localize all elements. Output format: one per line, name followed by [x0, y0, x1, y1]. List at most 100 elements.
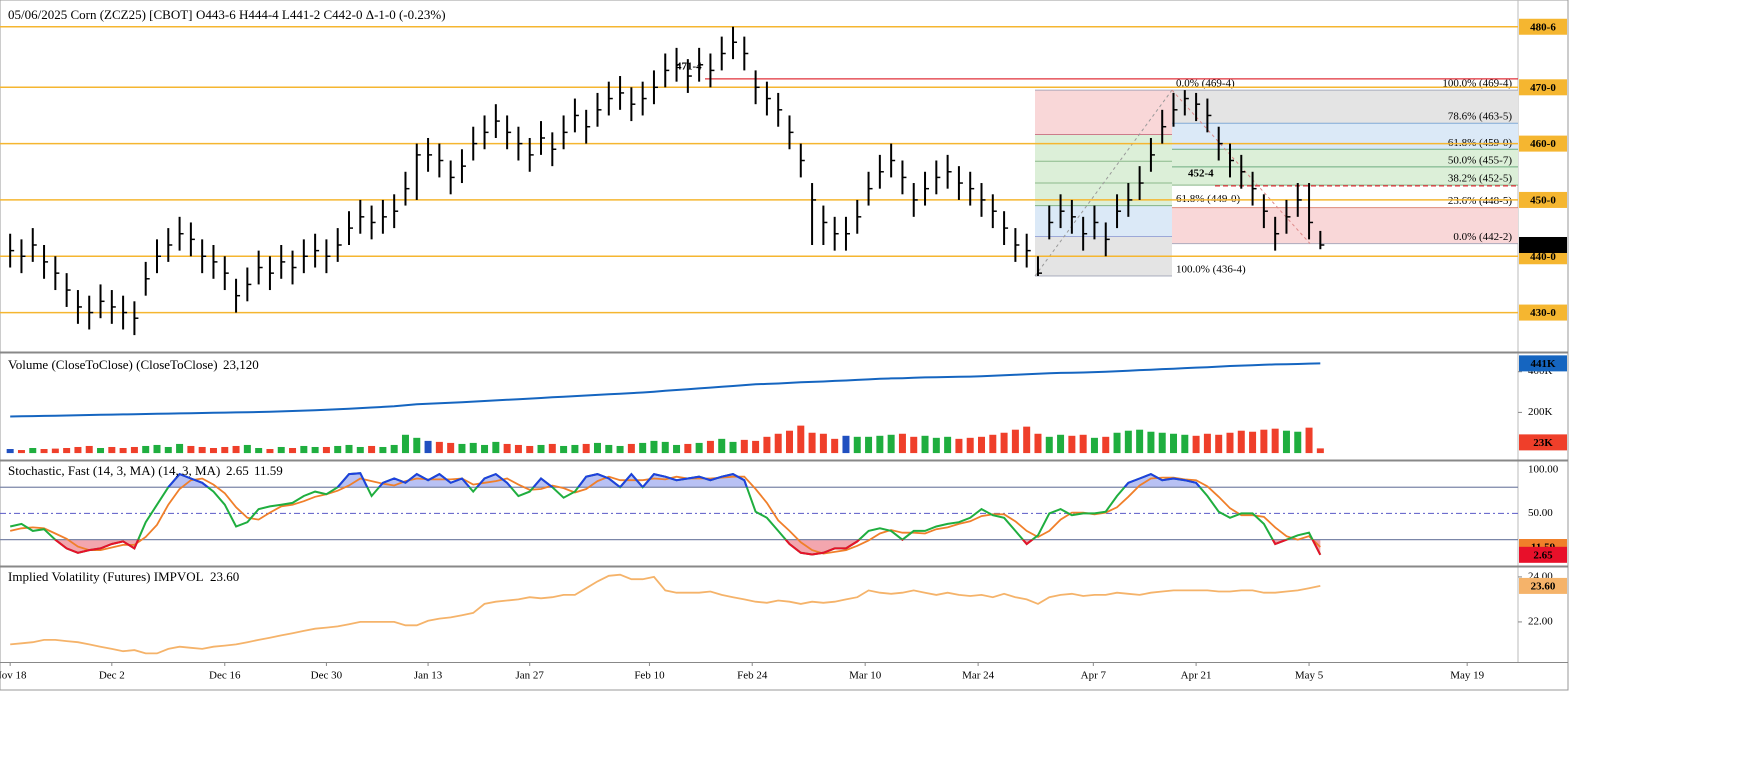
- volume-bar: [537, 444, 545, 454]
- volume-bar: [1147, 431, 1155, 454]
- volume-bar: [85, 445, 93, 454]
- x-tick-label: Apr 21: [1181, 670, 1212, 682]
- volume-bar: [695, 442, 703, 454]
- fib-band: [1172, 149, 1518, 167]
- y-tick-label-bg: [1519, 135, 1567, 152]
- volume-bar: [458, 443, 466, 454]
- volume-bar: [1215, 434, 1223, 454]
- volume-bar: [379, 446, 387, 454]
- x-tick-label: Jan 27: [516, 670, 545, 682]
- volume-bar: [684, 443, 692, 454]
- volume-bar: [1068, 435, 1076, 454]
- x-tick-label: Feb 24: [737, 670, 768, 682]
- volume-bar: [898, 433, 906, 454]
- x-tick-label: Jan 13: [414, 670, 443, 682]
- volume-bar: [356, 446, 364, 454]
- volume-bar: [819, 433, 827, 454]
- volume-bar: [944, 436, 952, 454]
- volume-bar: [1124, 430, 1132, 454]
- volume-bar: [255, 447, 263, 454]
- volume-bar: [1294, 431, 1302, 454]
- volume-bar: [6, 449, 14, 454]
- volume-bar: [616, 445, 624, 454]
- volume-bar: [435, 441, 443, 454]
- volume-bar: [560, 445, 568, 454]
- x-tick-label: Mar 24: [962, 670, 995, 682]
- volume-bar: [492, 441, 500, 454]
- volume-bar: [119, 447, 127, 454]
- volume-bar: [955, 438, 963, 454]
- volume-bar: [921, 435, 929, 454]
- volume-bar: [1316, 448, 1324, 454]
- open-interest-line: [10, 362, 1321, 418]
- volume-bar: [785, 430, 793, 454]
- volume-bar: [887, 434, 895, 454]
- panel-title: Implied Volatility (Futures) IMPVOL: [8, 569, 204, 584]
- volume-bar: [1136, 429, 1144, 454]
- fib-band: [1172, 166, 1518, 186]
- x-tick-label: Mar 10: [849, 670, 882, 682]
- x-tick-label: Dec 30: [311, 670, 343, 682]
- volume-bar: [29, 447, 37, 454]
- volume-bar: [277, 446, 285, 454]
- y-tick-label: 440-0: [1530, 251, 1556, 263]
- fib-swing: [1034, 89, 1173, 277]
- volume-bar: [1023, 426, 1031, 454]
- volume-bar: [289, 447, 297, 454]
- volume-bar: [40, 449, 48, 454]
- volume-bar: [1034, 433, 1042, 454]
- y-tick-label: 200K: [1528, 406, 1553, 418]
- volume-bar: [989, 434, 997, 454]
- fib-label: 0.0% (442-2): [1453, 231, 1512, 243]
- fib-label: 78.6% (463-5): [1448, 111, 1512, 123]
- k-tag-bg: [1519, 546, 1567, 563]
- volume-bar: [142, 445, 150, 454]
- fib-band: [1172, 90, 1518, 124]
- volume-bar: [729, 441, 737, 454]
- volume-bar: [51, 448, 59, 454]
- panel-value: 23.60: [210, 569, 239, 584]
- oi-tag-bg: [1519, 355, 1567, 372]
- volume-bar: [639, 442, 647, 454]
- volume-bar: [650, 440, 658, 454]
- volume-bar: [232, 445, 240, 454]
- volume-bar: [605, 444, 613, 454]
- volume-bar: [1249, 431, 1257, 454]
- annotation-label: 452-4: [1188, 167, 1214, 179]
- volume-bar: [424, 440, 432, 454]
- volume-bar: [447, 442, 455, 454]
- volume-bar: [390, 444, 398, 454]
- x-tick-label: Apr 7: [1081, 670, 1107, 682]
- volume-bar: [164, 446, 172, 454]
- volume-bar: [1079, 434, 1087, 454]
- volume-bar: [503, 443, 511, 454]
- volume-bar: [1170, 433, 1178, 454]
- y-tick-label: 50.00: [1528, 507, 1553, 519]
- k-tag: 2.65: [1533, 549, 1553, 561]
- y-tick-label-bg: [1519, 18, 1567, 35]
- x-tick-label: Feb 10: [634, 670, 665, 682]
- y-tick-label: 100.00: [1528, 463, 1559, 475]
- volume-tag-bg: [1519, 434, 1567, 451]
- volume-bar: [1271, 428, 1279, 454]
- volume-bar: [593, 442, 601, 454]
- panel-value: 11.59: [254, 463, 283, 478]
- volume-bar: [718, 438, 726, 454]
- oi-tag: 441K: [1530, 358, 1556, 370]
- iv-tag: 23.60: [1531, 580, 1556, 592]
- volume-bar: [627, 443, 635, 454]
- panel-value: 2.65: [226, 463, 249, 478]
- volume-bar: [345, 444, 353, 454]
- volume-bar: [1090, 437, 1098, 454]
- volume-bar: [1181, 434, 1189, 454]
- volume-bar: [1057, 434, 1065, 454]
- volume-bar: [469, 442, 477, 454]
- y-tick-label: 480-6: [1530, 21, 1556, 33]
- volume-bar: [582, 443, 590, 454]
- volume-bar: [571, 444, 579, 454]
- volume-bar: [910, 436, 918, 454]
- volume-bar: [1113, 432, 1121, 454]
- chart-title: 05/06/2025 Corn (ZCZ25) [CBOT]: [8, 7, 193, 22]
- volume-bar: [153, 444, 161, 454]
